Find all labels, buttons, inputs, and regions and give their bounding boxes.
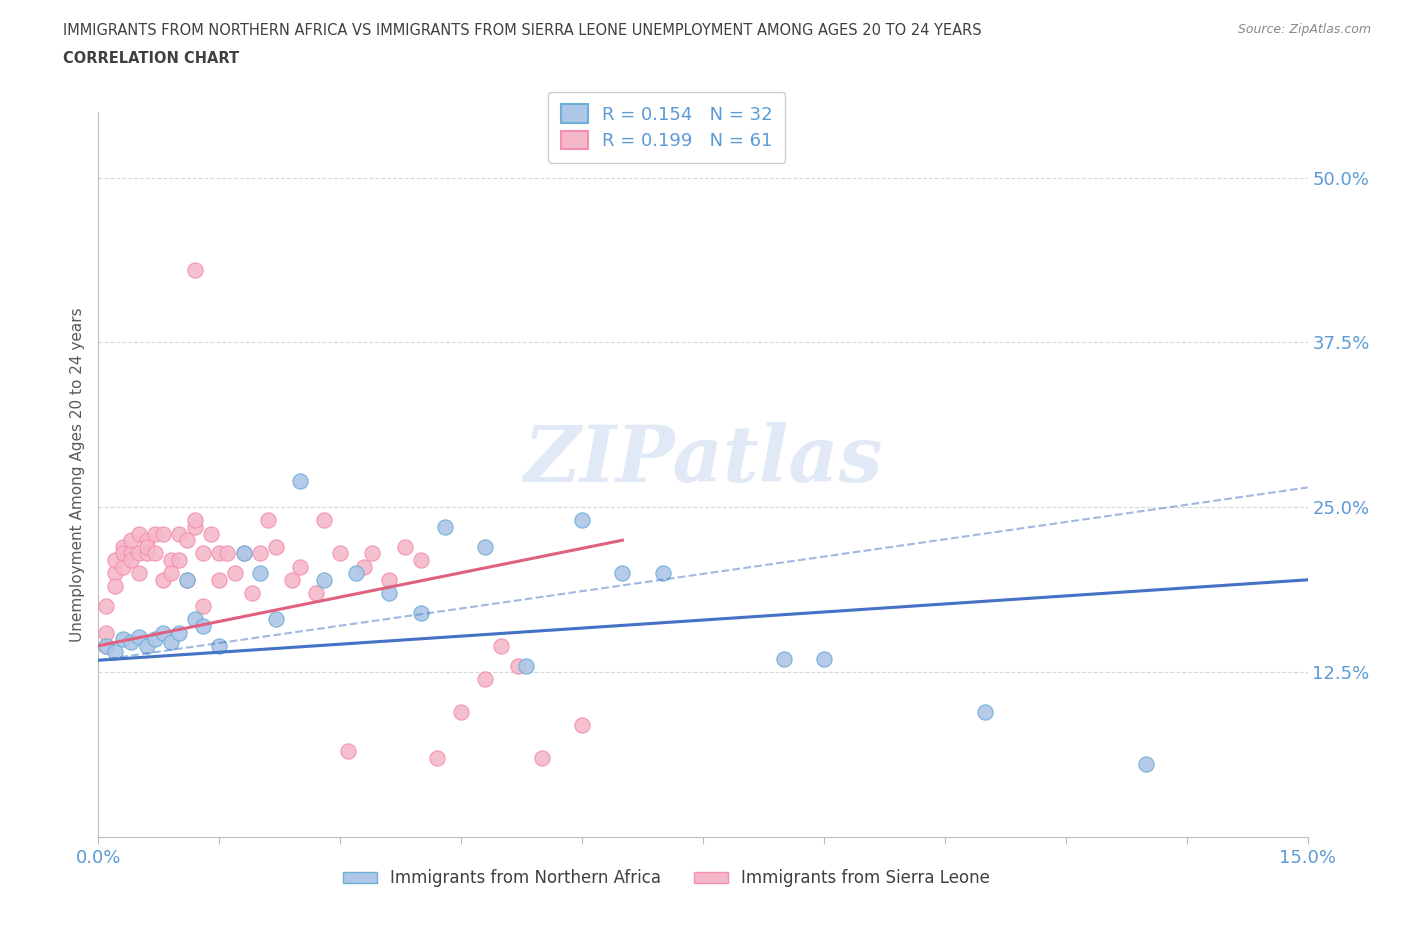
Text: IMMIGRANTS FROM NORTHERN AFRICA VS IMMIGRANTS FROM SIERRA LEONE UNEMPLOYMENT AMO: IMMIGRANTS FROM NORTHERN AFRICA VS IMMIG… xyxy=(63,23,981,38)
Point xyxy=(184,612,207,627)
Point xyxy=(434,520,457,535)
Point xyxy=(184,513,207,528)
Point xyxy=(353,559,375,574)
Point xyxy=(143,631,166,646)
Point xyxy=(103,644,125,659)
Point xyxy=(135,533,157,548)
Point xyxy=(208,546,231,561)
Point xyxy=(208,638,231,653)
Point xyxy=(167,625,190,640)
Text: ZIPatlas: ZIPatlas xyxy=(523,421,883,498)
Point xyxy=(120,634,142,649)
Point xyxy=(264,612,287,627)
Point xyxy=(120,533,142,548)
Point xyxy=(217,546,239,561)
Point xyxy=(135,546,157,561)
Point xyxy=(176,533,198,548)
Y-axis label: Unemployment Among Ages 20 to 24 years: Unemployment Among Ages 20 to 24 years xyxy=(69,307,84,642)
Point xyxy=(974,704,997,719)
Point xyxy=(377,572,399,587)
Point xyxy=(135,539,157,554)
Point xyxy=(329,546,352,561)
Point xyxy=(232,546,254,561)
Point xyxy=(305,586,328,601)
Point xyxy=(167,552,190,567)
Point xyxy=(491,638,513,653)
Point xyxy=(128,546,150,561)
Legend: Immigrants from Northern Africa, Immigrants from Sierra Leone: Immigrants from Northern Africa, Immigra… xyxy=(337,863,997,894)
Text: Source: ZipAtlas.com: Source: ZipAtlas.com xyxy=(1237,23,1371,36)
Point xyxy=(337,744,360,759)
Point xyxy=(193,618,215,633)
Point xyxy=(224,565,246,580)
Point xyxy=(111,539,134,554)
Point xyxy=(772,652,794,667)
Point xyxy=(143,546,166,561)
Point xyxy=(176,572,198,587)
Point xyxy=(152,572,174,587)
Point xyxy=(232,546,254,561)
Point xyxy=(111,559,134,574)
Point xyxy=(409,552,432,567)
Point xyxy=(344,565,367,580)
Point xyxy=(128,526,150,541)
Point xyxy=(120,546,142,561)
Point xyxy=(143,526,166,541)
Point xyxy=(377,586,399,601)
Point xyxy=(249,546,271,561)
Point xyxy=(450,704,472,719)
Point xyxy=(111,631,134,646)
Point xyxy=(813,652,835,667)
Point xyxy=(96,638,118,653)
Point xyxy=(314,572,336,587)
Point xyxy=(249,565,271,580)
Point xyxy=(515,658,537,673)
Point xyxy=(506,658,529,673)
Point xyxy=(111,546,134,561)
Point xyxy=(394,539,416,554)
Point xyxy=(1135,757,1157,772)
Point xyxy=(128,565,150,580)
Text: CORRELATION CHART: CORRELATION CHART xyxy=(63,51,239,66)
Point xyxy=(176,572,198,587)
Point xyxy=(474,671,496,686)
Point xyxy=(571,717,593,732)
Point xyxy=(281,572,304,587)
Point xyxy=(208,572,231,587)
Point xyxy=(103,579,125,594)
Point xyxy=(160,634,183,649)
Point xyxy=(200,526,222,541)
Point xyxy=(96,599,118,614)
Point xyxy=(96,625,118,640)
Point xyxy=(103,565,125,580)
Point xyxy=(96,638,118,653)
Point xyxy=(152,526,174,541)
Point xyxy=(152,625,174,640)
Point xyxy=(128,629,150,644)
Point xyxy=(571,513,593,528)
Point xyxy=(135,638,157,653)
Point xyxy=(160,565,183,580)
Point xyxy=(167,526,190,541)
Point xyxy=(288,559,311,574)
Point xyxy=(474,539,496,554)
Point xyxy=(651,565,673,580)
Point xyxy=(409,605,432,620)
Point xyxy=(184,262,207,277)
Point xyxy=(426,751,449,765)
Point xyxy=(361,546,384,561)
Point xyxy=(256,513,278,528)
Point xyxy=(530,751,553,765)
Point xyxy=(193,599,215,614)
Point xyxy=(612,565,634,580)
Point xyxy=(264,539,287,554)
Point xyxy=(193,546,215,561)
Point xyxy=(288,473,311,488)
Point xyxy=(120,552,142,567)
Point xyxy=(184,520,207,535)
Point xyxy=(103,552,125,567)
Point xyxy=(160,552,183,567)
Point xyxy=(240,586,263,601)
Point xyxy=(314,513,336,528)
